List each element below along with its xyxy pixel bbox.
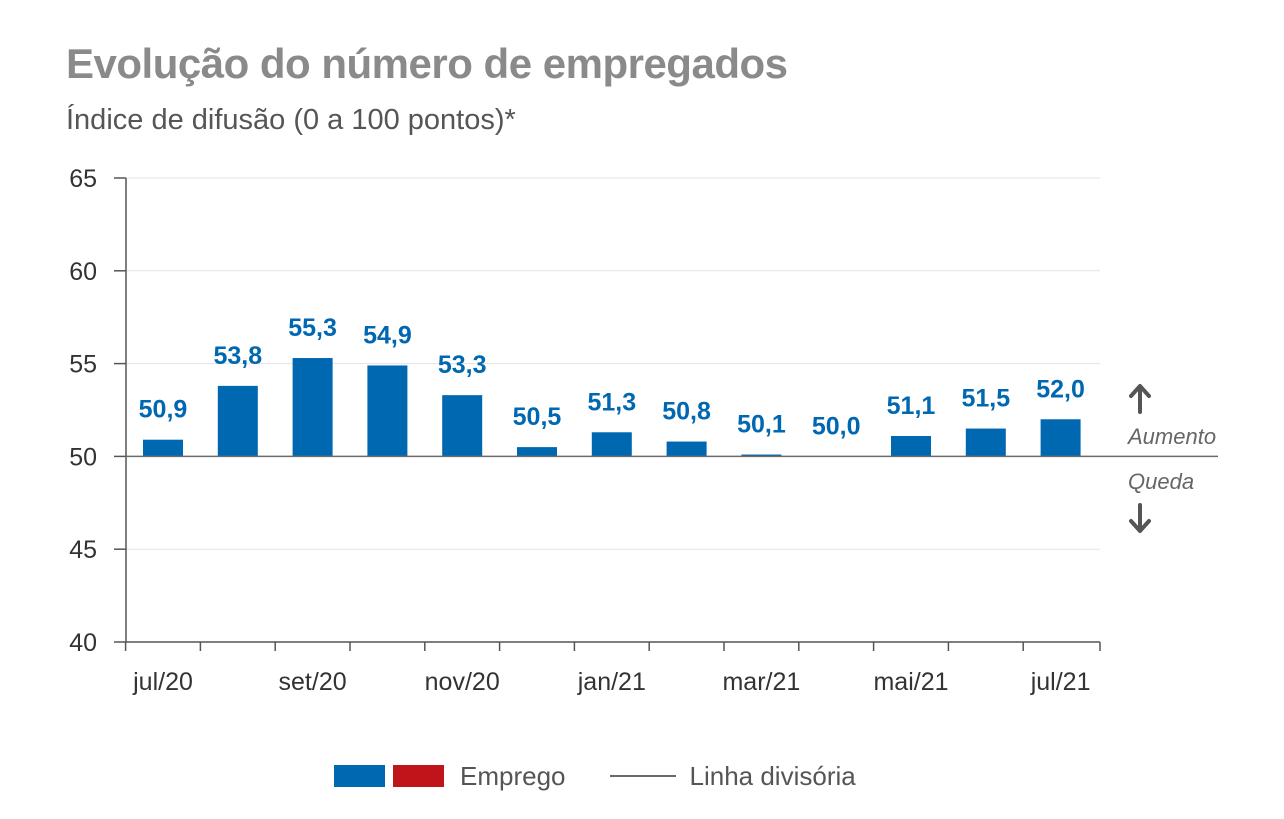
data-label: 51,3 (587, 388, 636, 416)
y-tick-label: 55 (69, 351, 97, 379)
gridlines (126, 178, 1100, 549)
data-label: 53,3 (438, 351, 487, 379)
down-label: Queda (1128, 469, 1194, 494)
x-tick-label: jul/21 (1030, 668, 1091, 696)
data-label: 53,8 (213, 342, 262, 370)
bar (592, 432, 632, 456)
legend-swatch-red (393, 765, 444, 787)
bar (667, 442, 707, 457)
up-label: Aumento (1126, 424, 1216, 449)
x-tick-label: jul/20 (132, 668, 193, 696)
x-tick-label: mai/21 (873, 668, 948, 696)
x-tick-label: nov/20 (425, 668, 500, 696)
data-label: 55,3 (288, 314, 337, 342)
bar (1041, 419, 1081, 456)
bar (442, 395, 482, 456)
bar-chart: 40 45 50 55 60 65 jul/20 set/20 nov/20 jan/21 mar… (0, 0, 1284, 740)
bar (367, 365, 407, 456)
legend-line-label: Linha divisória (690, 761, 856, 792)
x-tick-label: jan/21 (577, 668, 646, 696)
y-tick-label: 45 (69, 536, 97, 564)
y-tick-label: 60 (69, 258, 97, 286)
legend-divider-line (610, 775, 676, 777)
y-tick-label: 50 (69, 443, 97, 471)
bar (143, 440, 183, 457)
legend-swatch-blue (334, 765, 385, 787)
y-tick-label: 40 (69, 629, 97, 657)
direction-annotations: Aumento Queda (1126, 386, 1216, 531)
data-label: 51,1 (887, 392, 936, 420)
data-labels: 50,9 53,8 55,3 54,9 53,3 50,5 51,3 50,8 50,1 50,0… (139, 314, 1085, 440)
y-tick-labels: 40 45 50 55 60 65 (69, 165, 97, 657)
arrow-up-icon (1131, 386, 1149, 412)
x-tick-labels: jul/20 set/20 nov/20 jan/21 mar/21 mai/21 jul/… (132, 668, 1090, 696)
data-label: 52,0 (1036, 375, 1085, 403)
bar (966, 429, 1006, 457)
bar (218, 386, 258, 457)
legend: Emprego Linha divisória (334, 760, 856, 792)
data-label: 50,0 (812, 412, 861, 440)
data-label: 50,1 (737, 411, 786, 439)
legend-series-label: Emprego (460, 761, 566, 792)
data-label: 50,8 (662, 398, 711, 426)
data-label: 54,9 (363, 321, 412, 349)
y-tick-label: 65 (69, 165, 97, 193)
x-tick-label: mar/21 (722, 668, 800, 696)
arrow-down-icon (1131, 505, 1149, 531)
bar (891, 436, 931, 456)
bar (293, 358, 333, 456)
data-label: 50,5 (513, 403, 562, 431)
data-label: 51,5 (961, 385, 1010, 413)
data-label: 50,9 (139, 396, 188, 424)
bar (517, 447, 557, 456)
x-tick-label: set/20 (279, 668, 347, 696)
